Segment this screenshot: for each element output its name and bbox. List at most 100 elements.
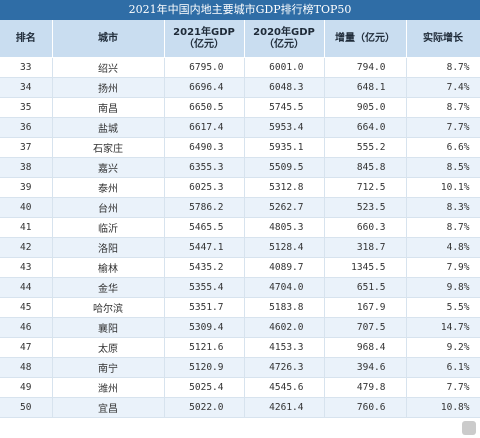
cell-increase: 1345.5 (324, 257, 407, 278)
cell-increase: 555.2 (324, 137, 407, 158)
cell-gdp-2020: 4089.7 (244, 257, 325, 278)
header-gdp-2020: 2020年GDP（亿元） (244, 20, 325, 58)
table-title: 2021年中国内地主要城市GDP排行榜TOP50 (0, 0, 480, 20)
cell-increase: 845.8 (324, 157, 407, 178)
cell-gdp-2021: 6696.4 (164, 77, 245, 98)
cell-city: 泰州 (52, 177, 165, 198)
cell-growth: 8.7% (406, 217, 480, 238)
cell-city: 襄阳 (52, 317, 165, 338)
table-row: 35 南昌 6650.5 5745.5 905.0 8.7% (0, 97, 480, 118)
cell-gdp-2020: 5183.8 (244, 297, 325, 318)
gdp-table: 排名 城市 2021年GDP（亿元） 2020年GDP（亿元） 增量（亿元） 实… (0, 20, 480, 418)
cell-growth: 9.2% (406, 337, 480, 358)
table-row: 44 金华 5355.4 4704.0 651.5 9.8% (0, 277, 480, 298)
cell-rank: 44 (0, 277, 53, 298)
cell-gdp-2020: 4805.3 (244, 217, 325, 238)
header-city: 城市 (52, 20, 165, 58)
cell-gdp-2020: 5953.4 (244, 117, 325, 138)
cell-rank: 38 (0, 157, 53, 178)
cell-gdp-2021: 5355.4 (164, 277, 245, 298)
cell-city: 绍兴 (52, 57, 165, 78)
cell-increase: 905.0 (324, 97, 407, 118)
header-gdp-2021: 2021年GDP（亿元） (164, 20, 245, 58)
table-row: 39 泰州 6025.3 5312.8 712.5 10.1% (0, 177, 480, 198)
table-row: 36 盐城 6617.4 5953.4 664.0 7.7% (0, 117, 480, 138)
cell-gdp-2021: 5351.7 (164, 297, 245, 318)
cell-rank: 49 (0, 377, 53, 398)
cell-gdp-2020: 4153.3 (244, 337, 325, 358)
table-row: 33 绍兴 6795.0 6001.0 794.0 8.7% (0, 57, 480, 78)
cell-city: 石家庄 (52, 137, 165, 158)
cell-growth: 5.5% (406, 297, 480, 318)
table-row: 46 襄阳 5309.4 4602.0 707.5 14.7% (0, 317, 480, 338)
cell-rank: 40 (0, 197, 53, 218)
cell-gdp-2021: 6355.3 (164, 157, 245, 178)
table-row: 41 临沂 5465.5 4805.3 660.3 8.7% (0, 217, 480, 238)
cell-gdp-2020: 5262.7 (244, 197, 325, 218)
cell-growth: 9.8% (406, 277, 480, 298)
table-header: 排名 城市 2021年GDP（亿元） 2020年GDP（亿元） 增量（亿元） 实… (0, 20, 480, 58)
cell-rank: 37 (0, 137, 53, 158)
table-row: 40 台州 5786.2 5262.7 523.5 8.3% (0, 197, 480, 218)
cell-gdp-2021: 5120.9 (164, 357, 245, 378)
cell-gdp-2020: 5935.1 (244, 137, 325, 158)
cell-increase: 479.8 (324, 377, 407, 398)
table-row: 34 扬州 6696.4 6048.3 648.1 7.4% (0, 77, 480, 98)
cell-increase: 664.0 (324, 117, 407, 138)
cell-gdp-2020: 5312.8 (244, 177, 325, 198)
cell-gdp-2021: 5309.4 (164, 317, 245, 338)
cell-rank: 46 (0, 317, 53, 338)
cell-increase: 318.7 (324, 237, 407, 258)
cell-rank: 39 (0, 177, 53, 198)
table-row: 42 洛阳 5447.1 5128.4 318.7 4.8% (0, 237, 480, 258)
cell-city: 太原 (52, 337, 165, 358)
cell-growth: 7.7% (406, 117, 480, 138)
table-row: 45 哈尔滨 5351.7 5183.8 167.9 5.5% (0, 297, 480, 318)
cell-gdp-2021: 6795.0 (164, 57, 245, 78)
cell-rank: 34 (0, 77, 53, 98)
cell-city: 哈尔滨 (52, 297, 165, 318)
cell-gdp-2020: 5128.4 (244, 237, 325, 258)
cell-growth: 10.1% (406, 177, 480, 198)
cell-gdp-2021: 5022.0 (164, 397, 245, 418)
cell-rank: 41 (0, 217, 53, 238)
cell-growth: 6.1% (406, 357, 480, 378)
table-row: 47 太原 5121.6 4153.3 968.4 9.2% (0, 337, 480, 358)
cell-rank: 33 (0, 57, 53, 78)
cell-gdp-2020: 4261.4 (244, 397, 325, 418)
cell-growth: 14.7% (406, 317, 480, 338)
cell-increase: 712.5 (324, 177, 407, 198)
cell-rank: 45 (0, 297, 53, 318)
cell-growth: 7.4% (406, 77, 480, 98)
header-increase: 增量（亿元） (324, 20, 407, 58)
cell-increase: 523.5 (324, 197, 407, 218)
cell-increase: 394.6 (324, 357, 407, 378)
cell-growth: 8.7% (406, 57, 480, 78)
cell-growth: 8.5% (406, 157, 480, 178)
cell-city: 洛阳 (52, 237, 165, 258)
cell-rank: 42 (0, 237, 53, 258)
table-row: 43 榆林 5435.2 4089.7 1345.5 7.9% (0, 257, 480, 278)
cell-gdp-2021: 5121.6 (164, 337, 245, 358)
table-row: 38 嘉兴 6355.3 5509.5 845.8 8.5% (0, 157, 480, 178)
cell-city: 扬州 (52, 77, 165, 98)
cell-growth: 8.3% (406, 197, 480, 218)
cell-increase: 760.6 (324, 397, 407, 418)
cell-rank: 36 (0, 117, 53, 138)
cell-increase: 167.9 (324, 297, 407, 318)
cell-increase: 651.5 (324, 277, 407, 298)
cell-gdp-2021: 5786.2 (164, 197, 245, 218)
header-growth: 实际增长 (406, 20, 480, 58)
table-row: 48 南宁 5120.9 4726.3 394.6 6.1% (0, 357, 480, 378)
cell-city: 临沂 (52, 217, 165, 238)
cell-rank: 47 (0, 337, 53, 358)
cell-growth: 4.8% (406, 237, 480, 258)
cell-city: 金华 (52, 277, 165, 298)
cell-rank: 35 (0, 97, 53, 118)
cell-gdp-2021: 5465.5 (164, 217, 245, 238)
cell-growth: 8.7% (406, 97, 480, 118)
table-row: 37 石家庄 6490.3 5935.1 555.2 6.6% (0, 137, 480, 158)
cell-gdp-2021: 5025.4 (164, 377, 245, 398)
cell-gdp-2020: 4602.0 (244, 317, 325, 338)
